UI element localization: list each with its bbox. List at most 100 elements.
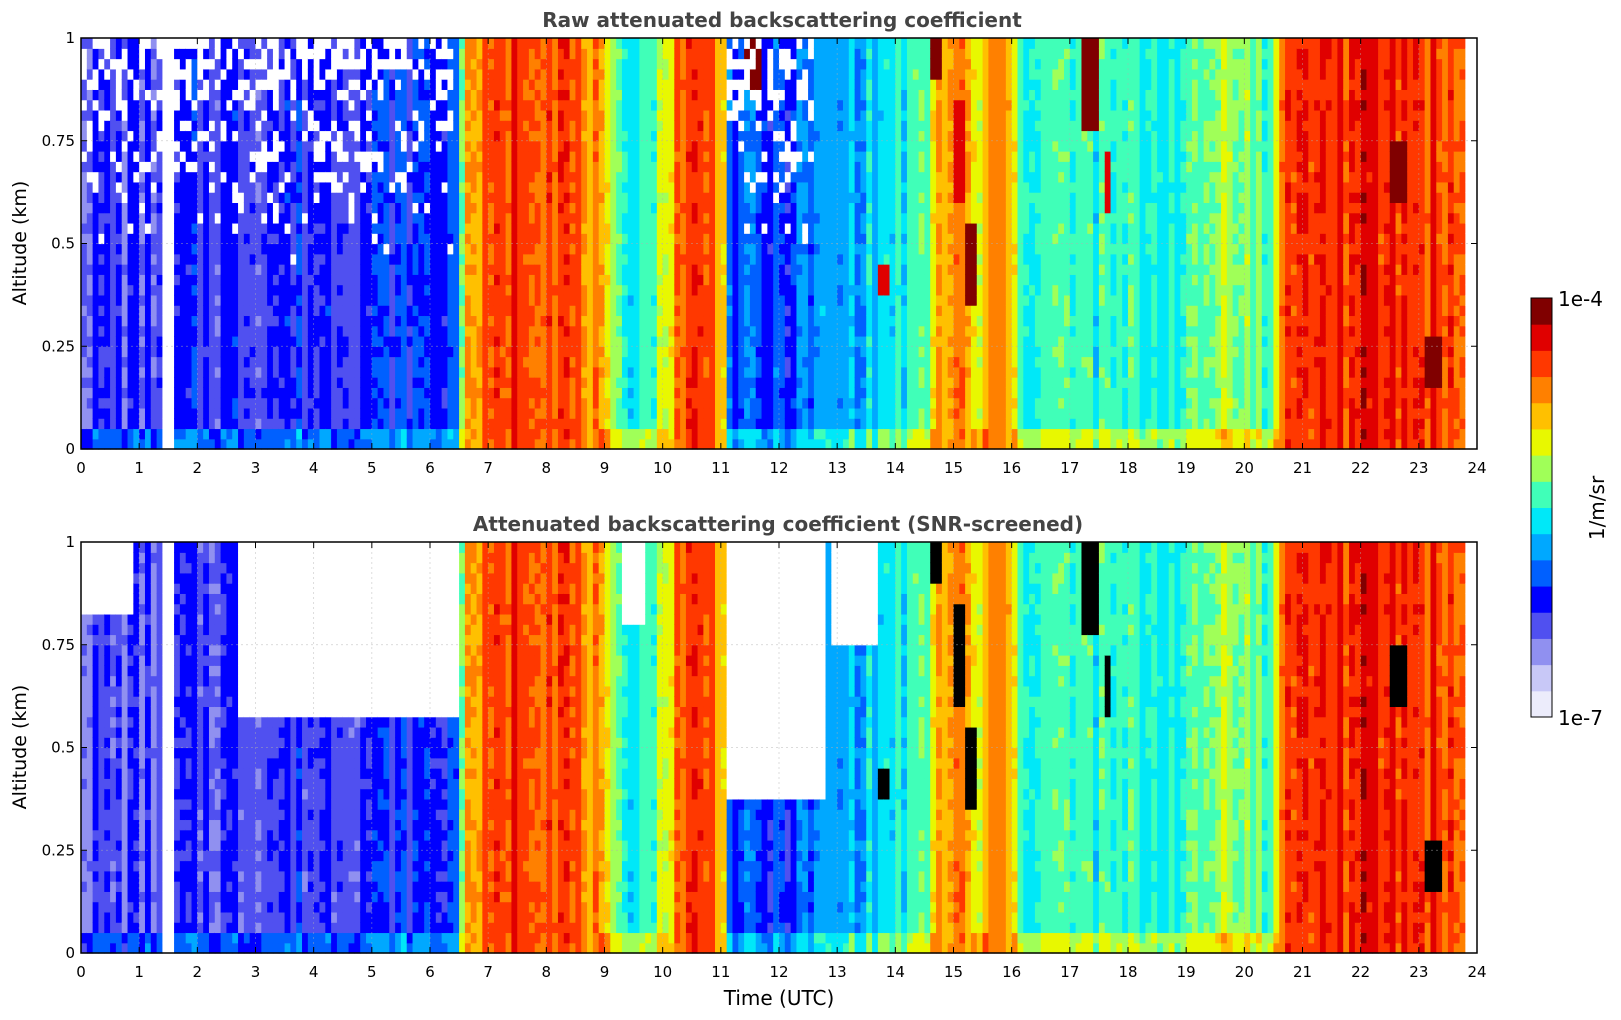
heatmap-cell	[703, 181, 710, 193]
heatmap-cell	[214, 335, 222, 347]
heatmap-cell	[360, 335, 367, 347]
heatmap-cell	[569, 387, 577, 399]
heatmap-cell	[674, 109, 681, 121]
heatmap-cell	[732, 151, 739, 162]
heatmap-cell	[400, 130, 408, 142]
heatmap-cell	[133, 284, 140, 296]
heatmap-cell	[342, 335, 350, 347]
heatmap-cell	[488, 407, 495, 419]
heatmap-cell	[284, 253, 291, 265]
heatmap-cell	[685, 387, 693, 399]
heatmap-cell	[395, 109, 402, 121]
heatmap-cell	[307, 89, 315, 101]
heatmap-cell	[668, 79, 675, 90]
heatmap-cell	[98, 428, 105, 440]
heatmap-cell	[621, 58, 629, 70]
heatmap-cell	[243, 192, 251, 204]
heatmap-cell	[272, 130, 280, 142]
heatmap-cell	[656, 366, 664, 378]
heatmap-cell	[249, 140, 257, 152]
heatmap-cell	[709, 243, 716, 255]
heatmap-cell	[179, 264, 187, 275]
heatmap-cell	[290, 428, 297, 440]
heatmap-cell	[115, 181, 123, 193]
heatmap-cell	[296, 315, 303, 327]
heatmap-cell	[674, 305, 681, 317]
heatmap-cell	[162, 438, 169, 450]
heatmap-cell	[168, 243, 175, 255]
heatmap-cell	[709, 151, 716, 162]
heatmap-cell	[127, 243, 134, 255]
heatmap-cell	[290, 274, 297, 286]
heatmap-cell	[546, 202, 553, 214]
heatmap-cell	[604, 181, 611, 193]
heatmap-cell	[738, 397, 745, 409]
heatmap-cell	[261, 202, 268, 214]
heatmap-cell	[633, 38, 640, 49]
heatmap-cell	[680, 140, 687, 152]
heatmap-cell	[336, 284, 344, 296]
heatmap-cell	[720, 38, 728, 49]
heatmap-cell	[453, 284, 460, 296]
heatmap-cell	[668, 181, 675, 193]
heatmap-cell	[261, 171, 268, 183]
heatmap-cell	[488, 253, 495, 265]
heatmap-cell	[523, 356, 530, 368]
heatmap-cell	[168, 171, 175, 183]
heatmap-cell	[278, 171, 286, 183]
heatmap-cell	[278, 397, 286, 409]
heatmap-cell	[220, 38, 228, 49]
heatmap-cell	[389, 315, 396, 327]
heatmap-cell	[720, 99, 728, 111]
heatmap-cell	[697, 192, 704, 204]
heatmap-cell	[738, 438, 745, 450]
heatmap-cell	[383, 428, 390, 440]
heatmap-cell	[104, 212, 111, 224]
heatmap-cell	[331, 366, 338, 378]
heatmap-cell	[476, 346, 483, 358]
heatmap-cell	[604, 48, 611, 60]
heatmap-cell	[534, 109, 542, 121]
heatmap-cell	[139, 171, 146, 183]
heatmap-cell	[621, 438, 629, 450]
heatmap-cell	[412, 315, 419, 327]
heatmap-cell	[691, 161, 699, 173]
heatmap-cell	[488, 325, 495, 337]
heatmap-cell	[488, 377, 495, 388]
heatmap-cell	[738, 294, 745, 306]
heatmap-cell	[348, 120, 355, 132]
heatmap-cell	[435, 140, 443, 152]
heatmap-cell	[168, 264, 175, 275]
heatmap-cell	[272, 212, 280, 224]
heatmap-cell	[482, 397, 489, 409]
heatmap-cell	[540, 243, 547, 255]
heatmap-cell	[726, 387, 734, 399]
heatmap-cell	[476, 274, 483, 286]
heatmap-cell	[319, 243, 326, 255]
heatmap-cell	[656, 315, 664, 327]
heatmap-cell	[598, 418, 606, 430]
heatmap-cell	[656, 130, 664, 142]
heatmap-cell	[749, 161, 757, 173]
heatmap-cell	[604, 120, 611, 132]
heatmap-cell	[127, 438, 134, 450]
heatmap-cell	[697, 264, 704, 275]
heatmap-cell	[651, 294, 658, 306]
heatmap-cell	[284, 151, 291, 162]
heatmap-cell	[528, 253, 536, 265]
heatmap-cell	[296, 428, 303, 440]
heatmap-cell	[435, 222, 443, 234]
heatmap-cell	[662, 161, 670, 173]
heatmap-cell	[505, 284, 513, 296]
heatmap-cell	[749, 377, 757, 388]
heatmap-cell	[505, 171, 513, 183]
heatmap-cell	[243, 294, 251, 306]
heatmap-cell	[400, 387, 408, 399]
heatmap-cell	[592, 202, 600, 214]
heatmap-cell	[633, 192, 640, 204]
heatmap-cell	[331, 222, 338, 234]
heatmap-cell	[453, 428, 460, 440]
heatmap-cell	[174, 171, 181, 183]
heatmap-cell	[197, 212, 204, 224]
heatmap-cell	[179, 202, 187, 214]
